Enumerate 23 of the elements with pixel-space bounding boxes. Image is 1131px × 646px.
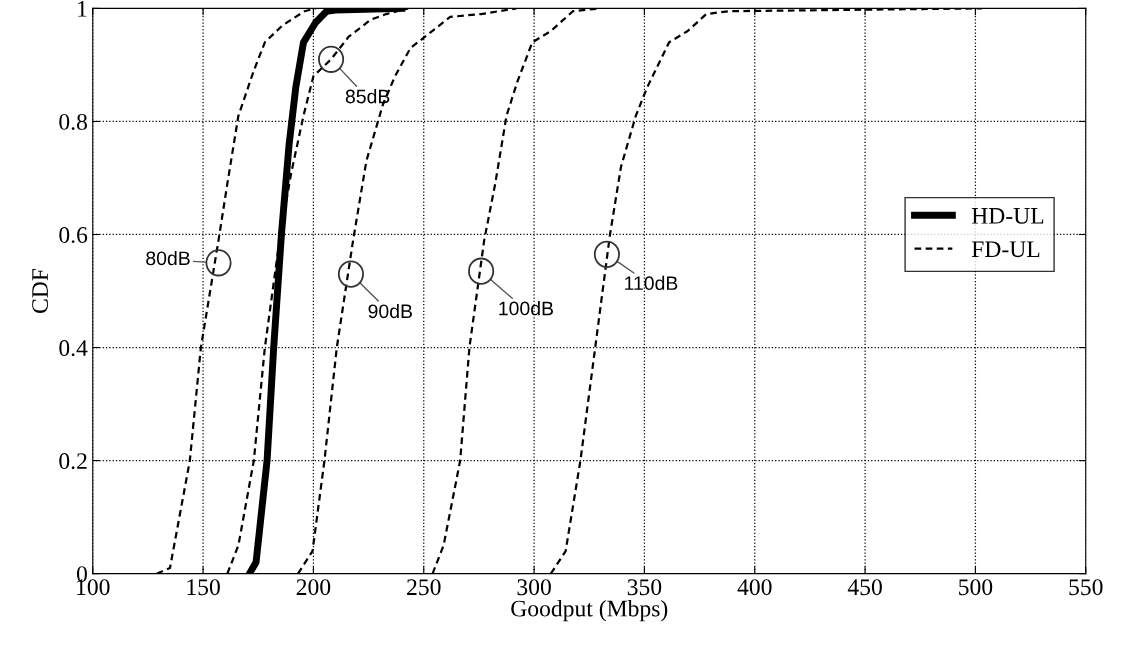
y-tick-label: 1 [78, 1, 87, 17]
annotation: 100dB [499, 301, 553, 316]
x-tick-label: 450 [847, 579, 882, 596]
x-tick-label: 500 [959, 579, 993, 596]
y-axis-title: CDF [32, 268, 49, 314]
annotation: 80dB [146, 250, 190, 266]
x-tick-label: 250 [407, 579, 441, 596]
y-tick-label: 0.2 [59, 453, 87, 470]
x-tick-label: 350 [627, 579, 662, 596]
x-tick-label: 550 [1069, 579, 1103, 596]
y-tick-label: 0.6 [59, 226, 88, 244]
x-axis-title: Goodput (Mbps) [511, 599, 668, 622]
x-tick-label: 300 [517, 579, 551, 596]
legend-label: HD-UL [971, 208, 1044, 224]
annotation: 90dB [368, 303, 412, 319]
annotation: 85dB [345, 89, 390, 104]
legend-label: FD-UL [971, 241, 1040, 258]
x-tick-label: 200 [296, 579, 331, 596]
x-tick-label: 150 [187, 579, 220, 596]
y-tick-label: 0.8 [59, 113, 87, 130]
x-tick-label: 400 [737, 579, 772, 596]
y-tick-label: 0.4 [59, 340, 88, 357]
annotation: 110dB [625, 275, 678, 291]
